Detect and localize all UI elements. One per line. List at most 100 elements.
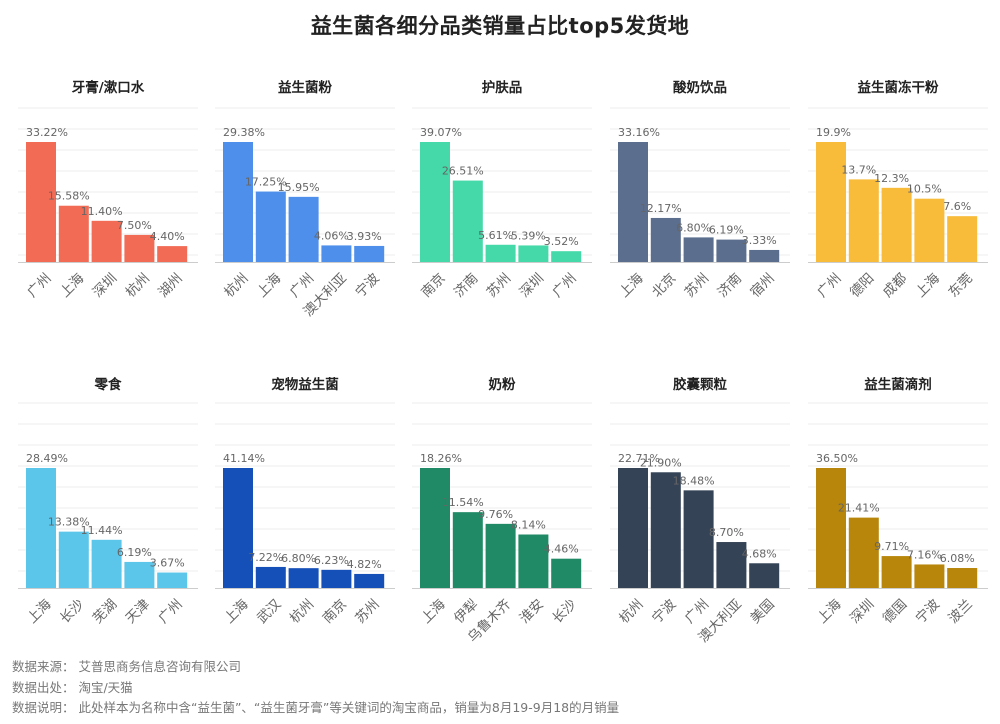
data-label: 21.41%: [838, 502, 880, 515]
x-tick-label: 广州: [814, 270, 844, 300]
bar: [452, 180, 483, 262]
x-tick-label: 东莞: [945, 270, 975, 300]
data-label: 8.14%: [511, 519, 546, 532]
bar: [848, 179, 879, 262]
data-label: 7.6%: [943, 200, 971, 213]
chart-panel: 牙膏/漱口水 33.22% 广州 15.58% 上海 11.40% 深圳 7.50% 杭州 4.4…: [18, 79, 198, 301]
bar: [881, 187, 912, 262]
data-label: 39.07%: [420, 126, 462, 139]
data-label: 4.68%: [742, 547, 777, 560]
x-tick-label: 淮安: [517, 596, 547, 626]
footnote-note: 数据说明： 此处样本为名称中含“益生菌”、“益生菌牙膏”等关键词的淘宝商品，销量…: [12, 700, 620, 715]
bar: [321, 569, 352, 588]
data-label: 6.80%: [676, 221, 711, 234]
bar: [485, 523, 516, 588]
x-tick-label: 南京: [320, 596, 350, 626]
chart-title: 宠物益生菌: [271, 376, 339, 393]
bar: [26, 468, 56, 588]
data-label: 22.71%: [618, 452, 660, 465]
data-label: 19.9%: [816, 126, 851, 139]
bar: [288, 196, 319, 262]
data-label: 41.14%: [223, 452, 265, 465]
data-label: 4.82%: [347, 558, 382, 571]
bar: [321, 245, 352, 262]
bar: [618, 468, 648, 588]
x-tick-label: 上海: [221, 596, 251, 626]
bar: [255, 191, 286, 262]
data-label: 6.23%: [314, 554, 349, 567]
x-tick-label: 杭州: [616, 596, 646, 626]
chart-title: 护肤品: [482, 79, 523, 96]
data-label: 4.06%: [314, 229, 349, 242]
chart-title: 益生菌滴剂: [864, 376, 932, 393]
bar: [551, 558, 582, 588]
bar: [716, 542, 747, 588]
bar: [58, 531, 89, 588]
data-label: 21.90%: [640, 456, 682, 469]
bar: [91, 220, 122, 262]
data-label: 4.40%: [150, 230, 185, 243]
x-tick-label: 长沙: [57, 596, 87, 626]
bar: [914, 564, 945, 588]
bar: [518, 534, 549, 588]
x-tick-label: 天津: [123, 596, 153, 626]
chart-title: 益生菌粉: [278, 79, 332, 96]
x-tick-label: 深圳: [847, 596, 877, 626]
chart-title: 益生菌冻干粉: [858, 79, 939, 96]
bar: [518, 245, 549, 262]
data-label: 33.22%: [26, 126, 68, 139]
footnote-origin: 数据出处： 淘宝/天猫: [12, 679, 133, 695]
x-tick-label: 宁波: [648, 595, 679, 626]
bar: [26, 142, 56, 262]
bar: [452, 512, 483, 588]
bar: [223, 468, 253, 588]
bar: [288, 568, 319, 588]
x-tick-label: 德阳: [847, 270, 877, 300]
chart-title: 胶囊颗粒: [673, 376, 727, 393]
bar: [157, 572, 188, 588]
data-label: 18.26%: [420, 452, 462, 465]
data-label: 13.7%: [841, 163, 876, 176]
x-tick-label: 苏州: [352, 596, 382, 626]
bar: [650, 217, 681, 262]
data-label: 12.3%: [874, 172, 909, 185]
data-label: 6.19%: [117, 546, 152, 559]
x-tick-label: 广州: [155, 596, 185, 626]
bar: [914, 198, 945, 262]
chart-title: 牙膏/漱口水: [72, 79, 145, 96]
x-tick-label: 德国: [880, 596, 910, 626]
data-label: 3.52%: [544, 235, 579, 248]
x-tick-label: 芜湖: [90, 596, 120, 626]
bar: [716, 239, 747, 262]
data-label: 10.5%: [907, 183, 942, 196]
data-label: 11.44%: [81, 524, 123, 537]
bar: [420, 142, 450, 262]
footnotes: 数据来源： 艾普思商务信息咨询有限公司 数据出处： 淘宝/天猫 数据说明： 此处…: [12, 657, 619, 719]
x-tick-label: 济南: [451, 270, 481, 300]
bar: [223, 142, 253, 262]
bar: [157, 246, 188, 262]
chart-panel: 奶粉18.26%上海11.54%伊犁9.76%乌鲁木齐8.14%淮安4.46%长…: [412, 376, 592, 646]
data-label: 9.76%: [478, 508, 513, 521]
bar: [749, 563, 780, 588]
chart-panel: 益生菌冻干粉 19.9% 广州 13.7% 德阳 12.3% 成都 10.5% 上海 7.6% 东莞: [808, 79, 988, 301]
bar: [420, 468, 450, 588]
page-title: 益生菌各细分品类销量占比top5发货地: [310, 14, 690, 38]
data-label: 36.50%: [816, 452, 858, 465]
bar: [354, 245, 385, 262]
x-tick-label: 苏州: [682, 270, 712, 300]
bar: [255, 566, 286, 588]
chart-title: 零食: [94, 376, 122, 393]
data-label: 5.39%: [511, 229, 546, 242]
x-tick-label: 上海: [24, 596, 54, 626]
data-label: 13.38%: [48, 516, 90, 529]
x-tick-label: 湖州: [155, 270, 185, 300]
chart-title: 酸奶饮品: [673, 79, 727, 96]
bar: [683, 490, 714, 588]
x-tick-label: 波兰: [945, 596, 975, 626]
x-tick-label: 杭州: [287, 596, 317, 626]
bar: [881, 556, 912, 588]
bar: [354, 573, 385, 588]
data-label: 3.33%: [742, 234, 777, 247]
